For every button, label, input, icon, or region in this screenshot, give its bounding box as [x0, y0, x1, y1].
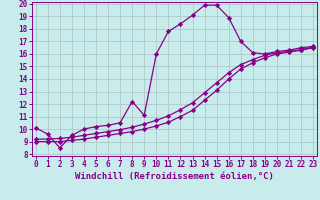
X-axis label: Windchill (Refroidissement éolien,°C): Windchill (Refroidissement éolien,°C): [75, 172, 274, 181]
